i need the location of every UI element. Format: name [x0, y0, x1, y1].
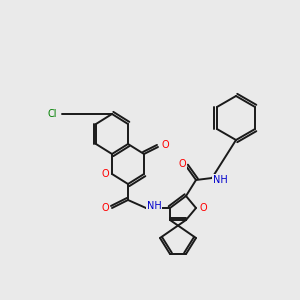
Text: O: O [101, 169, 109, 179]
Text: O: O [178, 159, 186, 169]
Text: O: O [161, 140, 169, 150]
Text: NH: NH [213, 175, 227, 185]
Text: O: O [199, 203, 207, 213]
Text: Cl: Cl [47, 109, 57, 119]
Text: O: O [101, 203, 109, 213]
Text: NH: NH [147, 201, 161, 211]
